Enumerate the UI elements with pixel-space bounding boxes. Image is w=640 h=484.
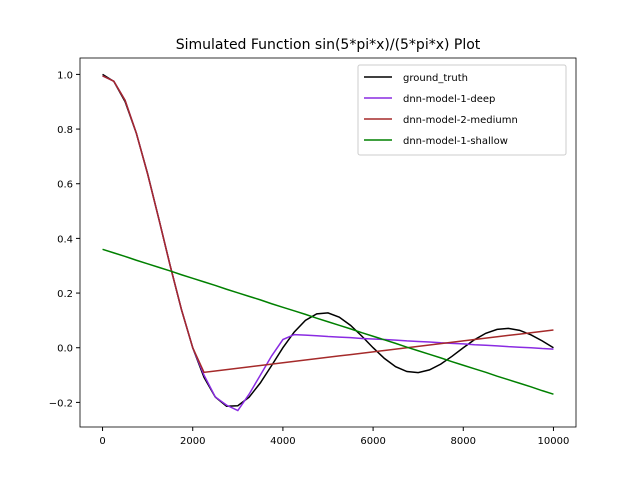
legend-label: dnn-model-2-mediumn — [403, 115, 518, 126]
plot-frame — [79, 57, 577, 428]
y-tick-label: 0.2 — [57, 289, 73, 300]
series-line — [102, 75, 554, 374]
y-tick-label: 0.4 — [57, 234, 73, 245]
legend-box — [357, 64, 567, 156]
chart-title: Simulated Function sin(5*pi*x)/(5*pi*x) … — [176, 37, 481, 53]
legend-label: dnn-model-1-deep — [403, 94, 495, 105]
x-tick-label: 2000 — [180, 436, 205, 447]
x-tick-label: 4000 — [270, 436, 295, 447]
x-tick-label: 6000 — [360, 436, 385, 447]
y-tick-label: 0.6 — [57, 180, 73, 191]
y-tick-label: 0.8 — [57, 125, 73, 136]
y-tick-label: 0.0 — [57, 344, 73, 355]
x-tick-label: 0 — [99, 436, 105, 447]
y-tick-label: 1.0 — [57, 70, 73, 81]
x-tick-label: 10000 — [538, 436, 570, 447]
legend-label: dnn-model-1-shallow — [403, 136, 508, 147]
y-tick-label: −0.2 — [49, 398, 73, 409]
legend-label: ground_truth — [403, 73, 468, 84]
series-line — [102, 248, 554, 395]
x-tick-label: 8000 — [451, 436, 476, 447]
